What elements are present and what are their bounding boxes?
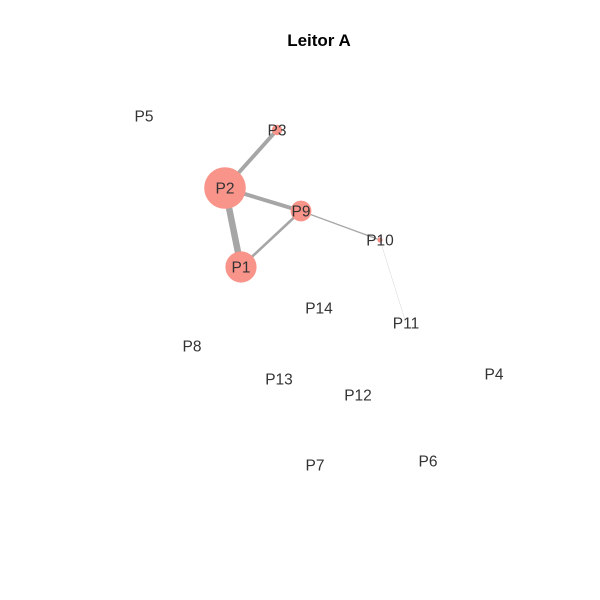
node-p10-label: P10 xyxy=(366,233,394,250)
edge-p9-p10 xyxy=(300,210,381,241)
edge-p10-p11 xyxy=(379,239,407,324)
node-p14-label: P14 xyxy=(305,301,333,318)
node-p3-circle xyxy=(271,124,283,136)
node-p1-label: P1 xyxy=(232,260,251,277)
labels-layer: P1 P2 P3 P4 P5 P6 P7 P8 P9 P10 P11 P12 P13 P14 xyxy=(135,109,504,475)
node-p12-label: P12 xyxy=(344,388,372,405)
node-p8-label: P8 xyxy=(183,339,202,356)
node-p9-circle xyxy=(290,200,312,222)
node-p9-label: P9 xyxy=(292,204,311,221)
node-p7-label: P7 xyxy=(306,458,325,475)
node-p4-label: P4 xyxy=(485,367,504,384)
node-p2-circle xyxy=(204,167,246,209)
node-p6-label: P6 xyxy=(419,454,438,471)
node-p2-label: P2 xyxy=(216,181,235,198)
node-p13-label: P13 xyxy=(265,372,293,389)
edges-layer xyxy=(221,128,407,324)
nodes-layer xyxy=(204,124,383,283)
graph-title: Leitor A xyxy=(287,31,351,50)
node-p3-label: P3 xyxy=(268,123,287,140)
node-p10-circle xyxy=(377,237,383,243)
node-p1-circle xyxy=(225,251,257,283)
node-p5-label: P5 xyxy=(135,109,154,126)
node-p11-label: P11 xyxy=(393,316,419,333)
